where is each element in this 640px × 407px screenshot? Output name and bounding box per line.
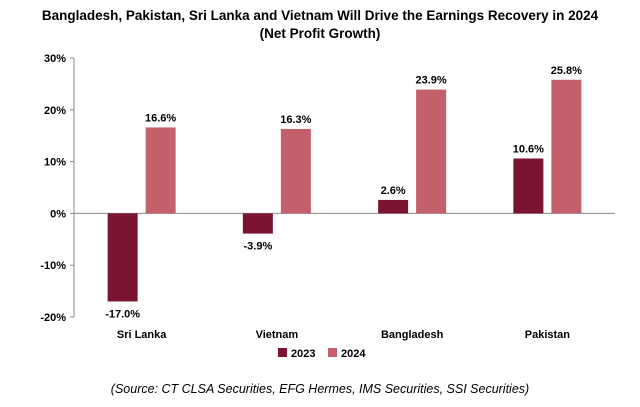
data-label: -17.0% (105, 308, 140, 320)
legend-swatch-2023 (278, 348, 287, 357)
legend-swatch-2024 (328, 348, 337, 357)
bar-2023-vietnam (242, 213, 273, 234)
bar-2024-sri-lanka (145, 127, 176, 214)
bar-2024-pakistan (551, 79, 582, 214)
chart-subtitle: (Net Profit Growth) (260, 26, 381, 41)
x-category-label: Bangladesh (381, 329, 444, 341)
bar-2023-sri-lanka (107, 213, 138, 302)
y-tick-label: 0% (50, 208, 66, 220)
legend-label-2024: 2024 (341, 348, 366, 360)
y-tick-label: 30% (44, 53, 66, 65)
bar-2023-pakistan (513, 158, 544, 214)
plot-area: 30% 20% 10% 0% -10% -20% -17.0% 16.6% Sri Lanka -… (40, 53, 615, 341)
y-tick-label: -10% (40, 260, 66, 272)
data-label: 25.8% (551, 65, 582, 77)
y-tick-label: 20% (44, 105, 66, 117)
legend: 2023 2024 (278, 348, 366, 360)
x-category-label: Pakistan (525, 329, 571, 341)
data-label: 16.6% (145, 112, 176, 124)
data-label: 16.3% (280, 114, 311, 126)
chart-title: Bangladesh, Pakistan, Sri Lanka and Viet… (42, 8, 599, 23)
data-label: 23.9% (416, 75, 447, 87)
x-category-label: Sri Lanka (117, 329, 167, 341)
bar-2024-bangladesh (416, 89, 447, 214)
bar-2024-vietnam (280, 128, 311, 214)
data-label: 2.6% (381, 185, 406, 197)
x-category-label: Vietnam (256, 329, 299, 341)
data-label: 10.6% (513, 143, 544, 155)
data-label: -3.9% (244, 241, 273, 253)
y-tick-label: -20% (40, 312, 66, 324)
source-note: (Source: CT CLSA Securities, EFG Hermes,… (111, 382, 529, 396)
legend-label-2023: 2023 (291, 348, 315, 360)
y-tick-label: 10% (44, 157, 66, 169)
bar-2023-bangladesh (378, 199, 409, 214)
